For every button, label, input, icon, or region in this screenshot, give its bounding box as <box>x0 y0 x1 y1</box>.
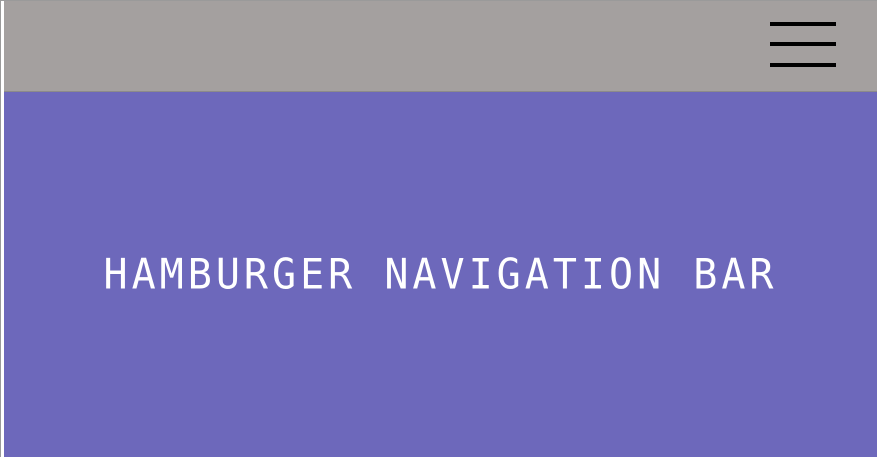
hero-title: HAMBURGER NAVIGATION BAR <box>103 250 778 299</box>
hamburger-bar-bottom <box>770 63 836 67</box>
hamburger-bar-middle <box>770 42 836 46</box>
navbar <box>4 1 877 92</box>
hero-section: HAMBURGER NAVIGATION BAR <box>4 92 877 457</box>
hamburger-menu-icon[interactable] <box>770 22 836 70</box>
hamburger-bar-top <box>770 22 836 26</box>
